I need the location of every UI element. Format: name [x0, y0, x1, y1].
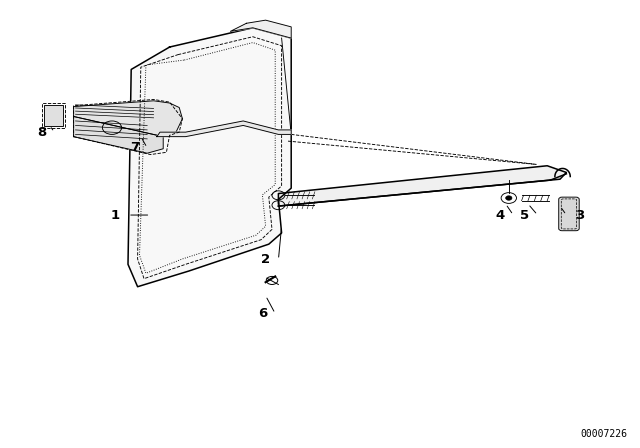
- Text: 00007226: 00007226: [580, 429, 627, 439]
- Text: 8: 8: [37, 125, 46, 139]
- Polygon shape: [278, 166, 566, 206]
- Text: 3: 3: [575, 208, 584, 222]
- Polygon shape: [128, 28, 291, 287]
- Text: 1: 1: [111, 208, 120, 222]
- Polygon shape: [74, 116, 163, 153]
- Text: 2: 2: [261, 253, 270, 267]
- Text: 5: 5: [520, 208, 529, 222]
- Polygon shape: [74, 101, 182, 137]
- FancyBboxPatch shape: [559, 197, 579, 231]
- FancyBboxPatch shape: [44, 105, 63, 126]
- Polygon shape: [230, 20, 291, 38]
- Text: 4: 4: [496, 208, 505, 222]
- Circle shape: [506, 196, 512, 200]
- Text: 7: 7: [130, 141, 139, 155]
- Polygon shape: [157, 121, 291, 137]
- Text: 6: 6: [258, 307, 267, 320]
